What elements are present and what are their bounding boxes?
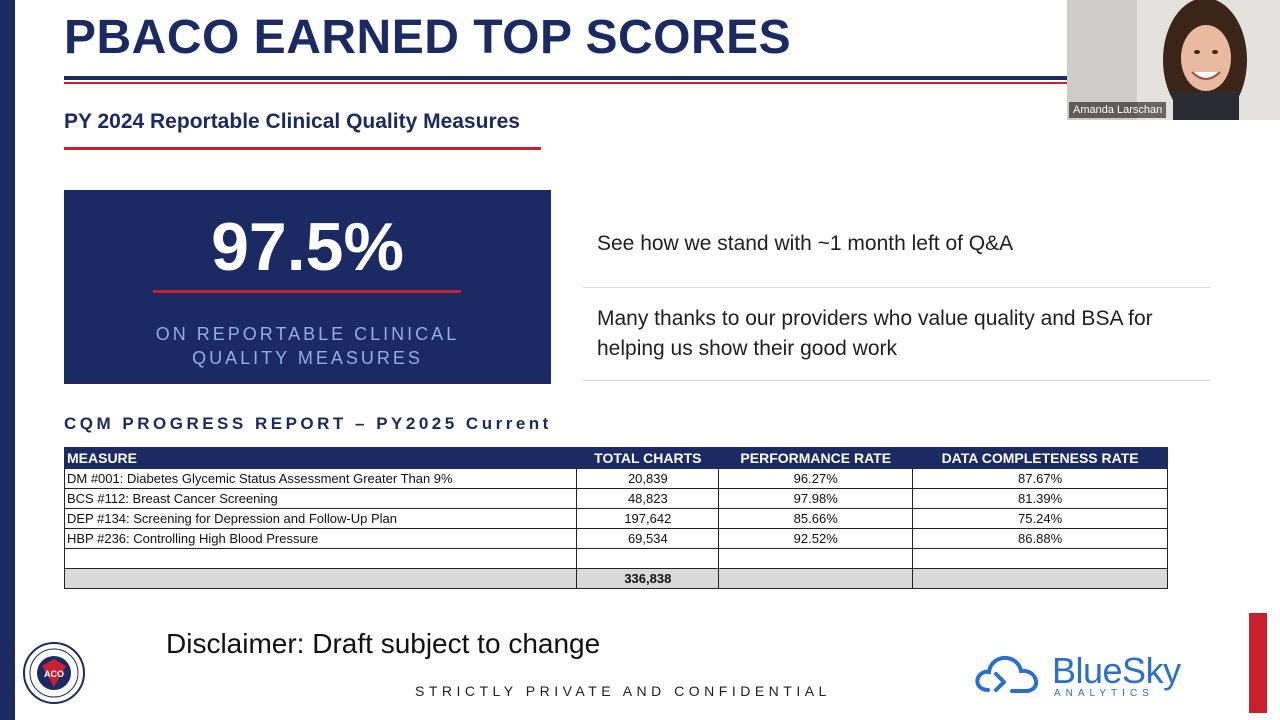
aco-seal-icon: ACO (23, 642, 85, 704)
speaker-video-tile[interactable]: Amanda Larschan (1067, 0, 1280, 120)
table-row: BCS #112: Breast Cancer Screening 48,823… (63, 488, 1168, 509)
empty-cell (718, 548, 914, 569)
title-underline-red (64, 82, 1068, 84)
table-total-row: 336,838 (63, 568, 1168, 589)
data-completeness-cell: 86.88% (912, 528, 1168, 549)
empty-cell (912, 548, 1168, 569)
red-accent-strip (1249, 613, 1267, 713)
performance-rate-cell: 97.98% (718, 488, 914, 509)
measure-cell: HBP #236: Controlling High Blood Pressur… (63, 528, 578, 549)
performance-rate-cell: 85.66% (718, 508, 914, 529)
table-row: DEP #134: Screening for Depression and F… (63, 508, 1168, 529)
total-charts-cell: 69,534 (576, 528, 720, 549)
note-item: See how we stand with ~1 month left of Q… (583, 200, 1210, 288)
cloud-icon (975, 655, 1039, 693)
data-completeness-cell: 87.67% (912, 468, 1168, 489)
left-accent-bar (0, 0, 15, 720)
column-header-measure: MEASURE (63, 447, 578, 469)
total-charts-cell: 48,823 (576, 488, 720, 509)
section-heading: CQM PROGRESS REPORT – PY2025 Current (64, 414, 552, 433)
slide-title: PBACO EARNED TOP SCORES (64, 11, 792, 64)
empty-cell (63, 548, 578, 569)
total-charts-sum: 336,838 (576, 568, 720, 589)
total-charts-cell: 20,839 (576, 468, 720, 489)
table-row: DM #001: Diabetes Glycemic Status Assess… (63, 468, 1168, 489)
total-charts-cell: 197,642 (576, 508, 720, 529)
stat-callout: 97.5% ON REPORTABLE CLINICAL QUALITY MEA… (64, 190, 551, 384)
stat-caption: ON REPORTABLE CLINICAL QUALITY MEASURES (155, 324, 460, 368)
cqm-progress-table: MEASURE TOTAL CHARTS PERFORMANCE RATE DA… (63, 447, 1168, 589)
empty-cell (576, 548, 720, 569)
speaker-video-icon (1067, 0, 1280, 120)
bluesky-logo: BlueSky ANALYTICS (974, 650, 1204, 700)
aco-logo-text: ACO (44, 669, 64, 679)
table-row: HBP #236: Controlling High Blood Pressur… (63, 528, 1168, 549)
brand-name: BlueSky (1052, 650, 1181, 691)
performance-rate-cell: 96.27% (718, 468, 914, 489)
note-item: Many thanks to our providers who value q… (583, 288, 1210, 381)
empty-cell (718, 568, 914, 589)
title-underline (64, 76, 1068, 80)
performance-rate-cell: 92.52% (718, 528, 914, 549)
stat-divider (153, 290, 461, 293)
speaker-name-label: Amanda Larschan (1069, 102, 1167, 118)
data-completeness-cell: 81.39% (912, 488, 1168, 509)
table-header-row: MEASURE TOTAL CHARTS PERFORMANCE RATE DA… (63, 447, 1168, 469)
measure-cell: DEP #134: Screening for Depression and F… (63, 508, 578, 529)
table-row-empty (63, 548, 1168, 569)
column-header-data-completeness-rate: DATA COMPLETENESS RATE (912, 447, 1168, 469)
disclaimer-text: Disclaimer: Draft subject to change (166, 628, 601, 659)
subtitle-underline (64, 147, 541, 150)
empty-cell (63, 568, 578, 589)
measure-cell: BCS #112: Breast Cancer Screening (63, 488, 578, 509)
empty-cell (912, 568, 1168, 589)
measure-cell: DM #001: Diabetes Glycemic Status Assess… (63, 468, 578, 489)
column-header-total-charts: TOTAL CHARTS (576, 447, 720, 469)
data-completeness-cell: 75.24% (912, 508, 1168, 529)
slide-subtitle: PY 2024 Reportable Clinical Quality Meas… (64, 110, 520, 133)
column-header-performance-rate: PERFORMANCE RATE (718, 447, 914, 469)
confidential-footer: STRICTLY PRIVATE AND CONFIDENTIAL (415, 683, 831, 699)
notes-panel: See how we stand with ~1 month left of Q… (583, 200, 1210, 381)
brand-tagline: ANALYTICS (1054, 688, 1154, 699)
stat-value: 97.5% (211, 209, 404, 285)
